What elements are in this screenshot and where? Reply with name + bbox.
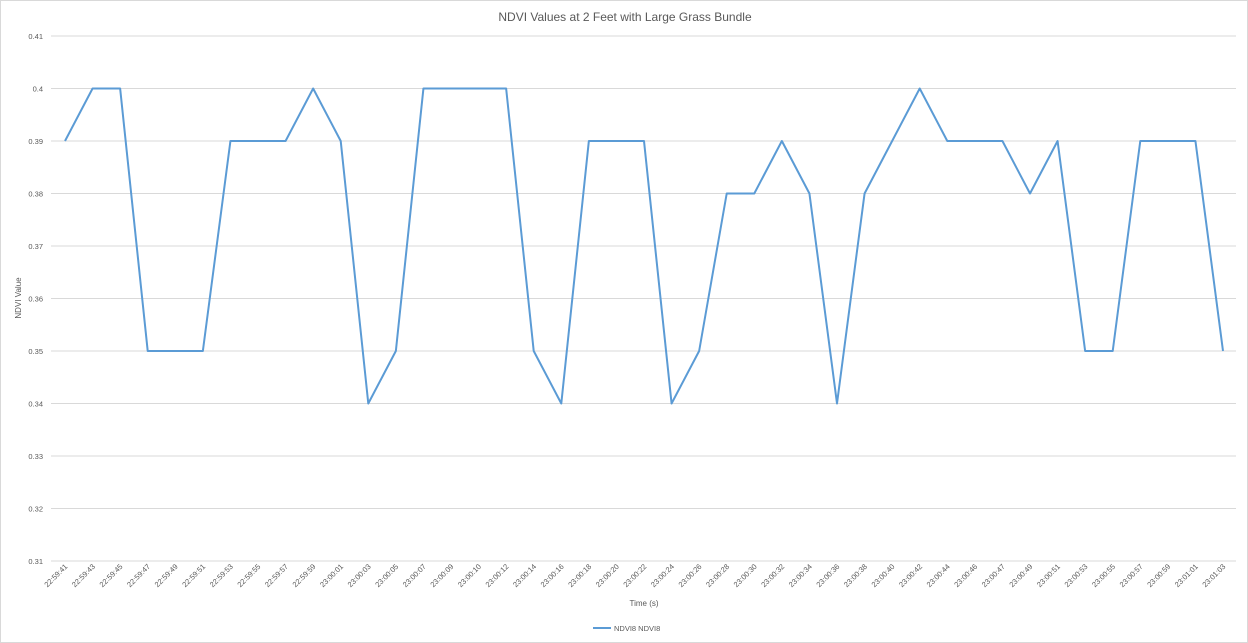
y-tick-label: 0.33 xyxy=(28,452,43,461)
x-tick-label: 22:59:53 xyxy=(208,562,235,589)
x-tick-label: 23:00:32 xyxy=(759,562,786,589)
x-tick-label: 23:01:01 xyxy=(1173,562,1200,589)
y-tick-label: 0.38 xyxy=(28,190,43,199)
x-tick-label: 23:00:51 xyxy=(1035,562,1062,589)
x-tick-label: 23:00:22 xyxy=(621,562,648,589)
legend-label: NDVI8 NDVI8 xyxy=(614,624,660,633)
y-tick-label: 0.31 xyxy=(28,557,43,566)
x-tick-label: 22:59:57 xyxy=(263,562,290,589)
y-tick-label: 0.39 xyxy=(28,137,43,146)
x-tick-label: 23:00:36 xyxy=(814,562,841,589)
x-tick-label: 22:59:49 xyxy=(153,562,180,589)
y-tick-label: 0.36 xyxy=(28,295,43,304)
x-tick-label: 23:00:44 xyxy=(925,562,952,589)
y-tick-label: 0.4 xyxy=(33,85,43,94)
x-tick-label: 22:59:41 xyxy=(42,562,69,589)
x-tick-label: 23:00:10 xyxy=(456,562,483,589)
y-tick-label: 0.35 xyxy=(28,347,43,356)
x-tick-label: 23:00:16 xyxy=(539,562,566,589)
x-tick-label: 23:00:07 xyxy=(401,562,428,589)
x-tick-label: 23:00:42 xyxy=(897,562,924,589)
x-tick-label: 23:00:14 xyxy=(511,562,538,589)
series-layer xyxy=(64,87,1224,405)
x-tick-label: 23:00:20 xyxy=(594,562,621,589)
x-tick-label: 23:00:18 xyxy=(566,562,593,589)
x-tick-label: 23:00:01 xyxy=(318,562,345,589)
x-tick-label: 23:00:03 xyxy=(346,562,373,589)
x-tick-label: 22:59:47 xyxy=(125,562,152,589)
x-tick-label: 23:00:57 xyxy=(1118,562,1145,589)
x-tick-label: 22:59:59 xyxy=(291,562,318,589)
x-tick-label: 23:00:55 xyxy=(1090,562,1117,589)
x-axis-label: Time (s) xyxy=(629,599,658,608)
x-tick-label: 23:00:49 xyxy=(1007,562,1034,589)
y-tick-label: 0.41 xyxy=(28,32,43,41)
x-tick-label: 22:59:45 xyxy=(98,562,125,589)
x-tick-label: 23:01:03 xyxy=(1200,562,1227,589)
legend: NDVI8 NDVI8 xyxy=(593,624,660,633)
x-axis-ticks: 22:59:41 22:59:43 22:59:45 22:59:47 22:59:49… xyxy=(42,562,1227,589)
x-tick-label: 23:00:46 xyxy=(952,562,979,589)
x-tick-label: 22:59:55 xyxy=(235,562,262,589)
y-axis-label: NDVI Value xyxy=(14,277,23,319)
gridlines xyxy=(51,35,1236,562)
x-tick-label: 23:00:40 xyxy=(870,562,897,589)
x-tick-label: 23:00:34 xyxy=(787,562,814,589)
series-line xyxy=(64,87,1224,405)
y-axis-ticks: 0.31 0.32 0.33 0.34 0.35 0.36 0.37 0.38 0.39 0.4 0… xyxy=(28,32,43,566)
x-tick-label: 23:00:28 xyxy=(704,562,731,589)
y-tick-label: 0.32 xyxy=(28,505,43,514)
x-tick-label: 22:59:43 xyxy=(70,562,97,589)
x-tick-label: 23:00:26 xyxy=(677,562,704,589)
x-tick-label: 23:00:24 xyxy=(649,562,676,589)
x-tick-label: 22:59:51 xyxy=(180,562,207,589)
x-tick-label: 23:00:12 xyxy=(484,562,511,589)
x-tick-label: 23:00:09 xyxy=(428,562,455,589)
y-tick-label: 0.37 xyxy=(28,242,43,251)
x-tick-label: 23:00:38 xyxy=(842,562,869,589)
x-tick-label: 23:00:53 xyxy=(1063,562,1090,589)
x-tick-label: 23:00:47 xyxy=(980,562,1007,589)
x-tick-label: 23:00:05 xyxy=(373,562,400,589)
x-tick-label: 23:00:30 xyxy=(732,562,759,589)
x-tick-label: 23:00:59 xyxy=(1145,562,1172,589)
y-tick-label: 0.34 xyxy=(28,400,43,409)
chart-title: NDVI Values at 2 Feet with Large Grass B… xyxy=(498,10,752,24)
